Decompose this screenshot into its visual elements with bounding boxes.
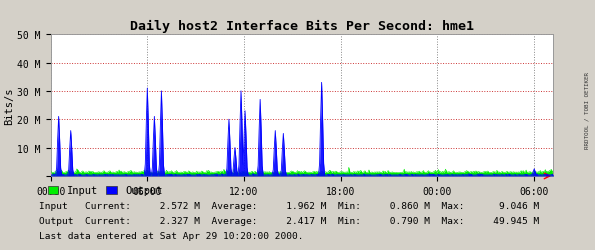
- Text: RRDTOOL / TOBI OETIKER: RRDTOOL / TOBI OETIKER: [585, 72, 590, 148]
- Text: Output  Current:     2.327 M  Average:     2.417 M  Min:     0.790 M  Max:     4: Output Current: 2.327 M Average: 2.417 M…: [39, 216, 539, 225]
- Text: Last data entered at Sat Apr 29 10:20:00 2000.: Last data entered at Sat Apr 29 10:20:00…: [39, 231, 303, 240]
- Y-axis label: Bits/s: Bits/s: [5, 87, 14, 124]
- Legend: Input, Output: Input, Output: [44, 182, 167, 200]
- Title: Daily host2 Interface Bits Per Second: hme1: Daily host2 Interface Bits Per Second: h…: [130, 20, 474, 32]
- Text: Input   Current:     2.572 M  Average:     1.962 M  Min:     0.860 M  Max:      : Input Current: 2.572 M Average: 1.962 M …: [39, 201, 539, 210]
